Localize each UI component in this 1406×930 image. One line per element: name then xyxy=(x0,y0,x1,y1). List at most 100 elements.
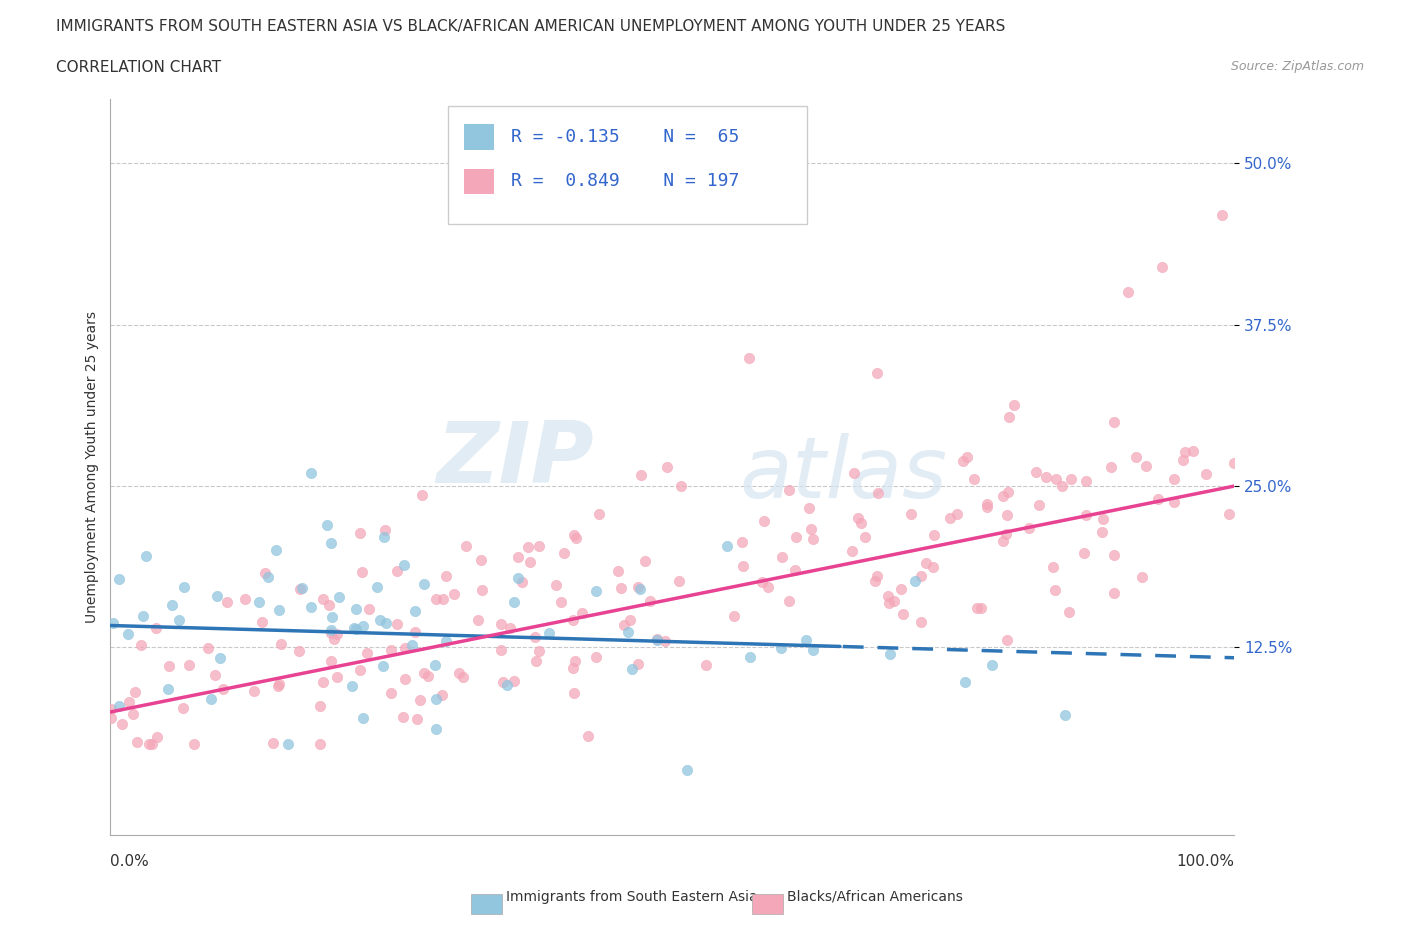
Point xyxy=(264,543,287,558)
Point xyxy=(183,737,205,751)
Point xyxy=(866,365,889,380)
Point xyxy=(640,593,662,608)
Point xyxy=(995,527,1018,542)
Point xyxy=(169,613,191,628)
Point xyxy=(471,582,494,597)
Point xyxy=(529,538,551,553)
Point xyxy=(1102,415,1125,430)
Point xyxy=(392,710,415,724)
Point xyxy=(423,658,446,672)
Point xyxy=(200,691,222,706)
Point xyxy=(966,600,988,615)
Point xyxy=(373,530,395,545)
Point xyxy=(418,669,440,684)
Point xyxy=(723,608,745,623)
Point xyxy=(321,609,343,624)
Point xyxy=(553,546,575,561)
Point xyxy=(242,684,264,698)
Text: atlas: atlas xyxy=(740,432,948,515)
Point xyxy=(544,578,567,592)
Point xyxy=(145,620,167,635)
Point xyxy=(499,620,522,635)
Point xyxy=(394,671,416,686)
Point xyxy=(564,685,586,700)
Point xyxy=(738,649,761,664)
Point xyxy=(695,658,717,672)
Point xyxy=(995,508,1018,523)
Text: CORRELATION CHART: CORRELATION CHART xyxy=(56,60,221,75)
Point xyxy=(380,643,402,658)
Point xyxy=(1146,491,1168,506)
Point xyxy=(247,595,270,610)
Point xyxy=(173,580,195,595)
Point xyxy=(1099,460,1122,475)
Point xyxy=(668,573,690,588)
Point xyxy=(319,622,342,637)
Point xyxy=(157,659,180,674)
Point xyxy=(394,640,416,655)
Point xyxy=(291,580,314,595)
Point xyxy=(125,735,148,750)
Point xyxy=(380,685,402,700)
Point xyxy=(321,625,343,640)
Point xyxy=(502,594,524,609)
Point xyxy=(287,644,309,658)
Point xyxy=(401,638,423,653)
Point xyxy=(910,615,932,630)
Point xyxy=(770,550,793,565)
Point xyxy=(1053,708,1076,723)
Y-axis label: Unemployment Among Youth under 25 years: Unemployment Among Youth under 25 years xyxy=(86,311,100,623)
Point xyxy=(374,523,396,538)
Point xyxy=(211,682,233,697)
Point xyxy=(669,478,692,493)
Text: IMMIGRANTS FROM SOUTH EASTERN ASIA VS BLACK/AFRICAN AMERICAN UNEMPLOYMENT AMONG : IMMIGRANTS FROM SOUTH EASTERN ASIA VS BL… xyxy=(56,19,1005,33)
Point xyxy=(524,630,547,644)
Point xyxy=(1102,585,1125,600)
Point xyxy=(309,737,332,751)
Point xyxy=(606,564,628,578)
Point xyxy=(122,706,145,721)
Point xyxy=(319,536,342,551)
Point xyxy=(491,674,513,689)
Point xyxy=(921,560,943,575)
Point xyxy=(141,737,163,751)
Point xyxy=(731,535,754,550)
Point xyxy=(366,579,388,594)
Point xyxy=(519,555,541,570)
Point xyxy=(430,688,453,703)
Point xyxy=(794,632,817,647)
Point xyxy=(108,698,131,713)
Point xyxy=(325,627,347,642)
Point xyxy=(891,606,914,621)
Point xyxy=(290,582,312,597)
Point xyxy=(325,670,347,684)
Point xyxy=(561,660,583,675)
Point xyxy=(981,658,1004,672)
Point xyxy=(117,626,139,641)
Point xyxy=(356,645,378,660)
Point xyxy=(394,558,416,573)
Point xyxy=(443,587,465,602)
Point xyxy=(1102,547,1125,562)
Point xyxy=(995,632,1018,647)
Point xyxy=(630,467,652,482)
Point xyxy=(550,595,572,610)
Text: R = -0.135    N =  65: R = -0.135 N = 65 xyxy=(510,128,740,146)
Point xyxy=(1028,498,1050,512)
Point xyxy=(565,531,588,546)
Point xyxy=(1074,473,1097,488)
Point xyxy=(344,622,367,637)
Text: Immigrants from South Eastern Asia: Immigrants from South Eastern Asia xyxy=(506,890,758,904)
Point xyxy=(877,588,900,603)
Point xyxy=(411,487,433,502)
Point xyxy=(506,571,529,586)
Point xyxy=(562,527,585,542)
Point xyxy=(976,499,998,514)
Point xyxy=(118,694,141,709)
Point xyxy=(349,526,371,541)
Point xyxy=(322,631,344,646)
Point xyxy=(970,601,993,616)
Point xyxy=(883,594,905,609)
Point xyxy=(538,625,561,640)
Point xyxy=(1130,570,1153,585)
